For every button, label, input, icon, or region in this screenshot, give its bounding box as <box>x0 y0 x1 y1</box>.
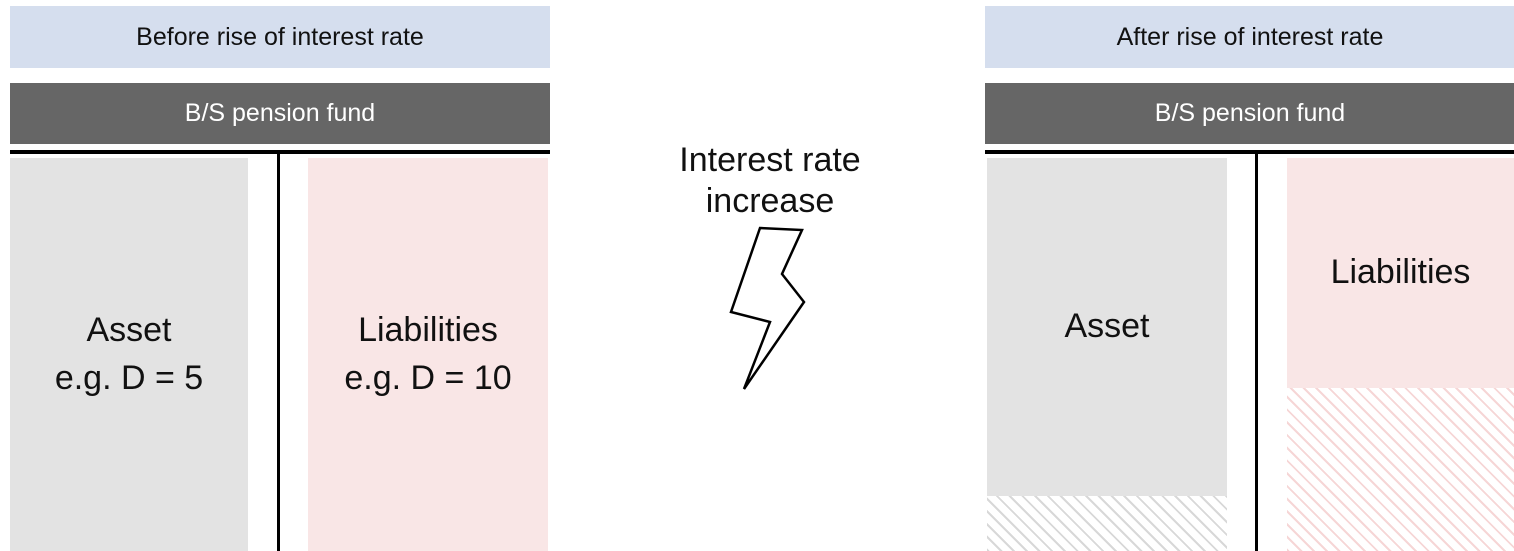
before-bs-top-rule <box>10 150 550 154</box>
before-bs-title: B/S pension fund <box>10 83 550 144</box>
before-header-label: Before rise of interest rate <box>136 22 424 51</box>
after-liabilities-label: Liabilities <box>1330 253 1471 292</box>
caption-line-1: Interest rate <box>679 141 861 179</box>
after-asset-box: Asset <box>987 158 1227 496</box>
before-asset-label: Asset <box>86 310 172 349</box>
after-header-label: After rise of interest rate <box>1116 22 1384 51</box>
before-liabilities-box: Liabilities e.g. D = 10 <box>308 158 548 551</box>
caption-line-2: increase <box>705 181 835 220</box>
before-header: Before rise of interest rate <box>10 6 550 68</box>
after-liabilities-box: Liabilities <box>1287 158 1514 388</box>
before-asset-box: Asset e.g. D = 5 <box>10 158 248 551</box>
after-asset-hatched-loss <box>987 496 1227 551</box>
after-asset-label: Asset <box>1064 307 1150 346</box>
before-asset-duration: e.g. D = 5 <box>54 358 204 397</box>
after-bs-top-rule <box>985 150 1514 154</box>
interest-rate-increase-caption: Interest rate increase <box>600 140 940 222</box>
after-bs-title-label: B/S pension fund <box>1154 99 1346 127</box>
before-bs-title-label: B/S pension fund <box>184 99 376 127</box>
after-bs-title: B/S pension fund <box>985 83 1514 144</box>
before-bs-divider <box>277 154 280 551</box>
after-header: After rise of interest rate <box>985 6 1514 68</box>
before-liabilities-duration: e.g. D = 10 <box>344 358 512 397</box>
lightning-bolt-icon <box>729 226 806 390</box>
before-liabilities-label: Liabilities <box>358 310 498 349</box>
after-bs-divider <box>1255 154 1258 551</box>
after-liabilities-hatched-decrease <box>1287 388 1514 551</box>
